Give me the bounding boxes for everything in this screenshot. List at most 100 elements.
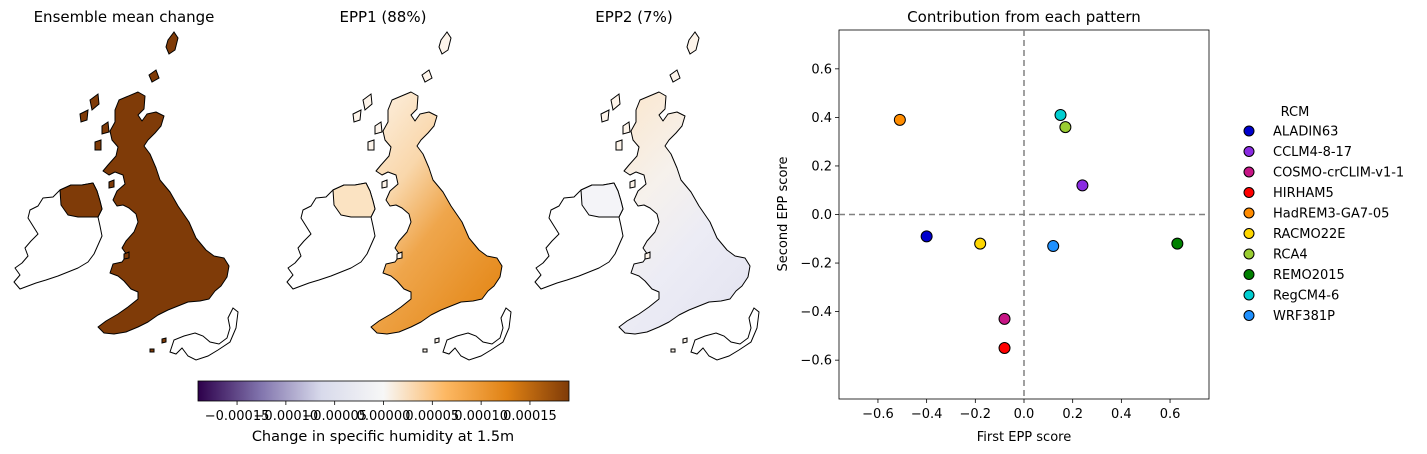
island-outline [438,31,452,55]
legend-label: HadREM3-GA7-05 [1273,207,1389,222]
island-outline [381,179,388,189]
map-title-epp2: EPP2 (7%) [595,8,672,26]
continent-coastline [690,307,760,361]
scatter-plot: −0.6 −0.4 −0.2 0.0 0.2 0.4 0.6 −0.6 −0.4 −0.2 0.0 0… [800,29,1210,422]
colorbar-tick-label: 0.00000 [357,409,411,424]
point-rca4 [1059,121,1072,134]
y-tick-label: −0.6 [800,354,832,369]
island-outline [422,348,428,353]
point-remo2015 [1171,237,1184,250]
x-tick-label: −0.4 [911,407,943,422]
legend-label: CCLM4-8-17 [1273,145,1352,160]
colorbar-tick-label: 0.00005 [405,409,459,424]
legend-label: HIRHAM5 [1273,186,1334,201]
legend-label: WRF381P [1273,309,1335,324]
x-tick-label: −0.2 [960,407,992,422]
point-aladin63 [920,230,933,243]
island-outline [352,109,362,123]
legend-marker [1243,125,1255,137]
point-cosmo-crclim-v1-1 [998,312,1011,325]
point-hadrem3-ga7-05 [893,113,906,126]
island-outline [149,348,155,353]
legend-marker [1243,289,1255,301]
y-tick-label: 0.6 [811,62,832,77]
island-outline [161,337,167,344]
legend-title: RCM [1281,105,1310,120]
great-britain-region [370,91,503,335]
island-outline [629,179,636,189]
island-outline [670,348,676,353]
colorbar-tick-label: 0.00010 [454,409,508,424]
point-hirham5 [998,342,1011,355]
island-outline [669,69,681,83]
colorbar-gradient [197,380,570,402]
legend-marker [1243,207,1255,219]
island-outline [362,93,373,111]
scatter-xlabel: First EPP score [977,430,1071,445]
x-tick-label: 0.2 [1062,407,1083,422]
island-outline [123,251,130,260]
map-epp1 [286,31,512,361]
continent-coastline [169,307,239,361]
island-outline [600,109,610,123]
colorbar-tick-label: −0.00010 [254,409,319,424]
island-outline [79,109,89,123]
point-regcm4-6 [1054,108,1067,121]
island-outline [615,139,623,151]
colorbar-tick-label: −0.00005 [302,409,367,424]
island-outline [89,93,100,111]
island-outline [434,337,440,344]
scatter-title: Contribution from each pattern [907,8,1141,26]
island-outline [108,179,115,189]
point-racmo22e [974,237,987,250]
legend-label: RegCM4-6 [1273,289,1339,304]
continent-coastline [442,307,512,361]
point-wrf381p [1047,240,1060,253]
x-tick-label: 0.0 [1014,407,1035,422]
island-outline [367,139,375,151]
y-tick-label: −0.2 [800,257,832,272]
x-tick-label: 0.6 [1160,407,1181,422]
northern-ireland-region [59,182,103,218]
legend-label: RACMO22E [1273,227,1345,242]
legend-label: COSMO-crCLIM-v1-1 [1273,166,1404,181]
island-outline [101,121,110,135]
map-epp2 [534,31,760,361]
island-outline [396,251,403,260]
legend-marker [1243,228,1255,239]
legend-marker [1243,248,1255,260]
legend-label: ALADIN63 [1273,125,1338,140]
map-title-ensemble-mean: Ensemble mean change [34,8,215,26]
northern-ireland-region [580,182,624,218]
island-outline [94,139,102,151]
legend-marker [1243,146,1255,157]
island-outline [148,69,160,83]
island-outline [610,93,621,111]
legend-marker [1243,187,1255,198]
island-outline [622,121,631,135]
colorbar-ticks: −0.00015−0.00010−0.000050.000000.000050.… [205,401,557,424]
legend-marker [1243,269,1255,280]
great-britain-region [618,91,751,335]
colorbar-tick-label: −0.00015 [205,409,270,424]
great-britain-region [97,91,230,335]
legend-label: REMO2015 [1273,268,1345,283]
map-ensemble-mean [13,31,239,361]
colorbar: −0.00015−0.00010−0.000050.000000.000050.… [197,380,570,445]
colorbar-tick-label: 0.00015 [503,409,557,424]
scatter-ylabel: Second EPP score [776,157,791,272]
colorbar-label: Change in specific humidity at 1.5m [252,429,514,445]
y-tick-label: 0.4 [811,111,832,126]
legend-marker [1243,166,1255,178]
northern-ireland-region [332,182,376,218]
island-outline [682,337,688,344]
legend: RCM ALADIN63 CCLM4-8-17 COSMO-crCLIM-v1-1 H… [1243,105,1404,324]
y-tick-label: 0.2 [811,159,832,174]
island-outline [421,69,433,83]
x-tick-label: 0.4 [1111,407,1132,422]
y-tick-label: −0.4 [800,305,832,320]
y-tick-label: 0.0 [811,208,832,223]
map-title-epp1: EPP1 (88%) [340,8,427,26]
island-outline [374,121,383,135]
